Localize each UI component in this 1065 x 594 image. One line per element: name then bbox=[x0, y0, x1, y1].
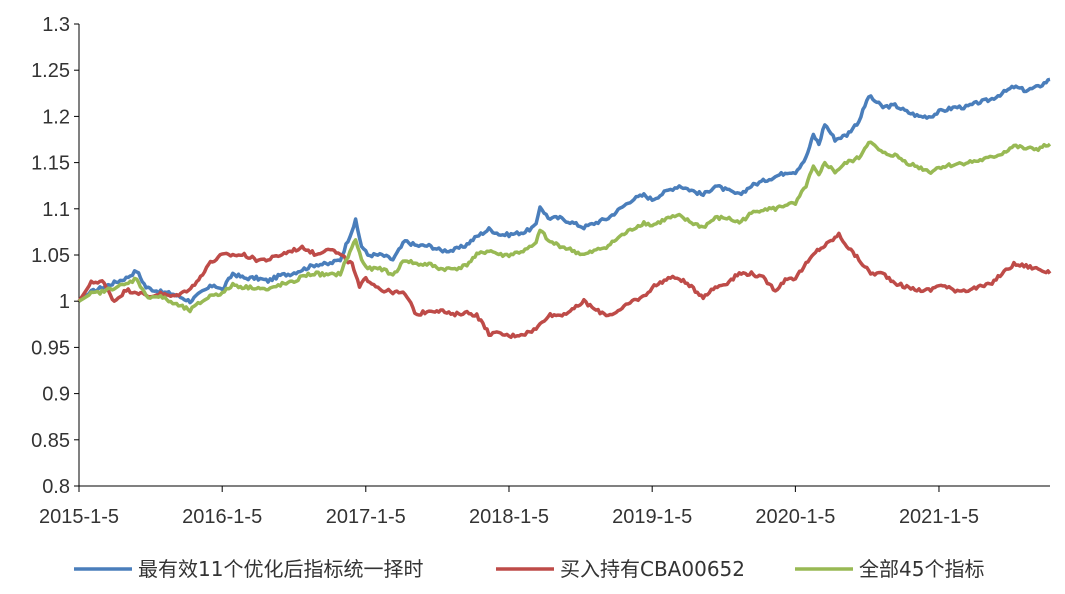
legend-label: 买入持有CBA00652 bbox=[560, 557, 745, 581]
x-tick-label: 2021-1-5 bbox=[899, 506, 979, 528]
y-tick-label: 1.1 bbox=[42, 199, 70, 221]
y-tick-label: 1.25 bbox=[31, 60, 70, 82]
y-tick-label: 1.2 bbox=[42, 106, 70, 128]
y-tick-label: 1.15 bbox=[31, 153, 70, 175]
x-tick-label: 2015-1-5 bbox=[39, 506, 119, 528]
y-tick-label: 0.8 bbox=[42, 476, 70, 498]
y-tick-label: 1.3 bbox=[42, 14, 70, 36]
y-axis: 0.8 0.85 0.9 0.95 1 1.05 1.1 1.15 1.2 1.25 1.3 bbox=[31, 14, 80, 498]
y-tick-label: 1.05 bbox=[31, 245, 70, 267]
y-tick-label: 1 bbox=[59, 291, 70, 313]
legend-label: 最有效11个优化后指标统一择时 bbox=[138, 557, 423, 581]
x-tick-label: 2016-1-5 bbox=[182, 506, 262, 528]
x-tick-label: 2018-1-5 bbox=[469, 506, 549, 528]
series-line-2 bbox=[77, 231, 1052, 340]
x-axis: 2015-1-5 2016-1-5 2017-1-5 2018-1-5 2019-1-5… bbox=[39, 485, 1050, 528]
y-tick-label: 0.95 bbox=[31, 337, 70, 359]
plot-area bbox=[77, 77, 1052, 340]
y-tick-label: 0.85 bbox=[31, 430, 70, 452]
y-tick-label: 0.9 bbox=[42, 384, 70, 406]
x-tick-label: 2017-1-5 bbox=[326, 506, 406, 528]
x-tick-label: 2020-1-5 bbox=[755, 506, 835, 528]
series-line-3 bbox=[78, 140, 1052, 314]
legend: 最有效11个优化后指标统一择时 买入持有CBA00652 全部45个指标 bbox=[74, 557, 984, 581]
x-tick-label: 2019-1-5 bbox=[612, 506, 692, 528]
legend-label: 全部45个指标 bbox=[859, 557, 984, 581]
series-line-1 bbox=[77, 77, 1051, 305]
